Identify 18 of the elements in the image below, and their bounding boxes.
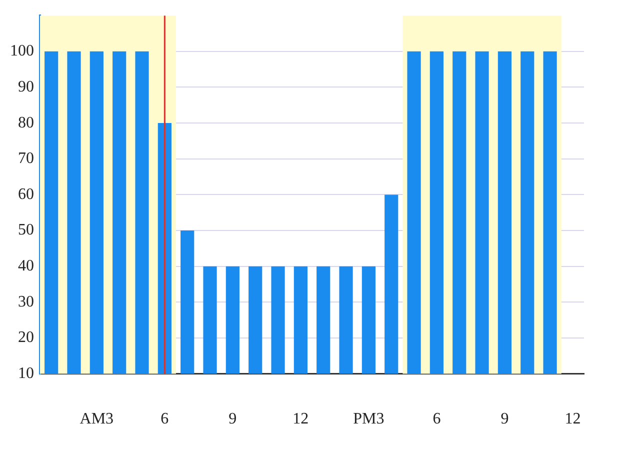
y-tick-label: 50 <box>18 222 34 239</box>
x-tick-label: 9 <box>228 410 237 428</box>
x-tick-label: 9 <box>500 410 509 428</box>
y-tick-label: 100 <box>10 42 34 60</box>
y-tick-label: 60 <box>18 186 34 203</box>
x-tick-label: 12 <box>292 410 309 428</box>
y-tick-label: 20 <box>18 329 34 346</box>
y-tick-label: 90 <box>18 78 34 96</box>
y-tick-label: 70 <box>18 150 34 168</box>
y-tick-label: 10 <box>18 365 34 382</box>
y-tick-label: 40 <box>18 258 34 275</box>
x-tick-label: 6 <box>160 410 169 428</box>
x-tick-label: PM3 <box>353 410 384 428</box>
y-tick-label: 30 <box>18 293 34 310</box>
x-tick-label: 6 <box>432 410 441 428</box>
x-tick-label: AM3 <box>80 410 114 428</box>
y-tick-label: 80 <box>18 114 34 132</box>
x-tick-label: 12 <box>564 410 581 428</box>
